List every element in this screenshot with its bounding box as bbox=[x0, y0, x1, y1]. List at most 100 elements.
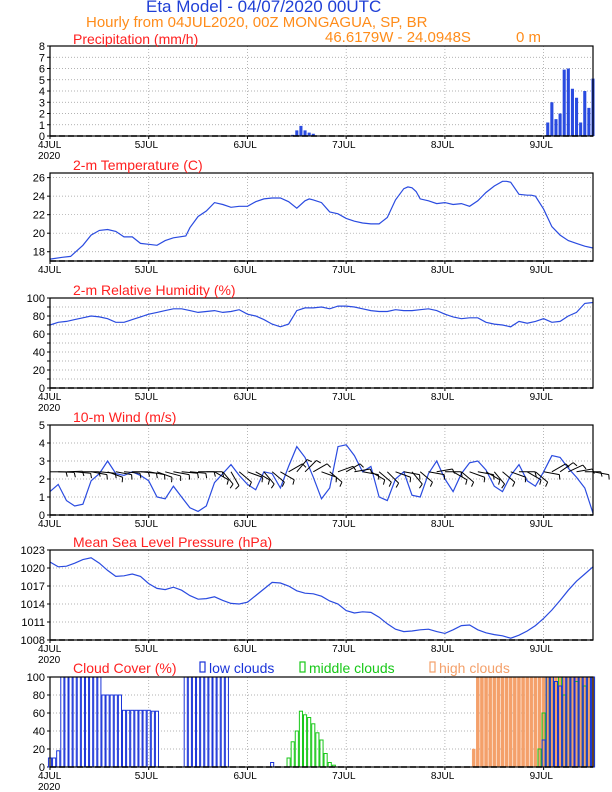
y-tick-label: 0 bbox=[39, 131, 45, 143]
legend-swatch bbox=[429, 661, 436, 673]
cloud-bar-middle-clouds bbox=[286, 757, 291, 768]
wind-barb-flag bbox=[221, 471, 225, 477]
wind-barb-flag bbox=[65, 471, 68, 477]
cloud-bar-low-clouds bbox=[150, 710, 155, 768]
y-tick-label: 2 bbox=[39, 109, 45, 121]
y-tick-label: 5 bbox=[39, 75, 45, 87]
wind-barb bbox=[99, 471, 117, 479]
cloud-bar-high-clouds bbox=[508, 676, 513, 768]
y-tick-label: 2 bbox=[39, 474, 45, 486]
x-tick-label: 7JUL bbox=[332, 519, 356, 530]
cloud-bar-high-clouds bbox=[513, 676, 517, 768]
wind-barb-shaft bbox=[370, 471, 385, 481]
wind-barb-flag bbox=[388, 481, 392, 487]
wind-barb-shaft bbox=[452, 471, 468, 481]
wind-barb bbox=[58, 471, 76, 478]
cloud-bar-low-clouds bbox=[138, 709, 143, 768]
cloud-bar-low-clouds bbox=[52, 757, 57, 768]
cloud-bar-middle-clouds bbox=[307, 717, 312, 768]
cloud-bar-low-clouds bbox=[113, 694, 118, 768]
y-tick-label: 7 bbox=[39, 52, 45, 64]
cloud-bar-high-clouds bbox=[471, 748, 476, 768]
wind-barb bbox=[535, 471, 549, 487]
wind-barb-shaft bbox=[469, 471, 485, 478]
station-coords: 46.6179W - 24.0948S bbox=[325, 29, 471, 46]
precip-bar bbox=[546, 122, 550, 136]
y-tick-label: 26 bbox=[33, 173, 45, 185]
wind-barb bbox=[337, 465, 357, 473]
wind-barb bbox=[510, 471, 527, 483]
wind-barb bbox=[403, 471, 421, 480]
wind-barb bbox=[444, 471, 463, 477]
wind-barb bbox=[107, 471, 124, 483]
wind-barb-shaft bbox=[222, 471, 234, 485]
y-tick-label: 1023 bbox=[21, 545, 45, 557]
legend-label: low clouds bbox=[209, 660, 274, 676]
wind-barb bbox=[551, 463, 570, 473]
wind-barb-flag bbox=[205, 473, 208, 479]
x-tick-label: 6JUL bbox=[233, 644, 257, 655]
x-tick-label: 7JUL bbox=[332, 265, 356, 276]
wind-barb-shaft bbox=[568, 464, 584, 473]
wind-barb bbox=[230, 471, 240, 490]
precip-bar bbox=[311, 133, 315, 136]
rh-line bbox=[49, 301, 594, 328]
y-tick-label: 100 bbox=[27, 293, 45, 305]
wind-barb-flag bbox=[98, 471, 101, 477]
cloud-bar-low-clouds bbox=[187, 676, 192, 768]
panel-title: Precipitation (mm/h) bbox=[73, 31, 198, 47]
precip-bar bbox=[554, 119, 558, 136]
wind-barb-flag bbox=[292, 479, 295, 485]
x-tick-label: 5JUL bbox=[135, 140, 159, 151]
wind-barb-shaft bbox=[214, 471, 229, 481]
y-tick-label: 80 bbox=[33, 690, 45, 702]
wind-barb bbox=[296, 459, 312, 473]
y-tick-label: 60 bbox=[33, 708, 45, 720]
temp-line bbox=[49, 180, 594, 260]
wind-barb-flag bbox=[498, 479, 501, 485]
legend-swatch bbox=[299, 661, 306, 673]
wind-barb-shaft bbox=[510, 471, 526, 478]
wind-barb bbox=[156, 471, 173, 483]
legend-label: high clouds bbox=[439, 660, 510, 676]
cloud-bar-low-clouds bbox=[80, 676, 85, 768]
y-tick-label: 3 bbox=[39, 456, 45, 468]
wind-barb bbox=[321, 471, 338, 483]
cloud-bar-low-clouds bbox=[64, 676, 69, 768]
wind-barb-shaft bbox=[502, 471, 516, 483]
cloud-bar-low-clouds bbox=[196, 676, 201, 768]
cloud-bar-low-clouds bbox=[154, 710, 160, 768]
wind-barb bbox=[428, 471, 446, 480]
wind-barb-flag bbox=[572, 462, 578, 467]
wind-barb bbox=[206, 471, 225, 477]
wind-barb bbox=[493, 471, 505, 489]
cloud-bar-low-clouds bbox=[72, 676, 77, 768]
wind-barb bbox=[115, 471, 133, 480]
x-tick-label: 6JUL bbox=[233, 392, 257, 403]
wind-barb-shaft bbox=[107, 471, 123, 478]
cloud-bar-low-clouds bbox=[200, 676, 205, 768]
x-year-label: 2020 bbox=[38, 655, 61, 666]
cloud-bar-low-clouds bbox=[204, 676, 209, 768]
y-tick-label: 60 bbox=[33, 329, 45, 341]
wind-barb-flag bbox=[73, 472, 76, 478]
wind-barb-shaft bbox=[271, 471, 285, 483]
wind-barb-shaft bbox=[247, 471, 263, 478]
wind-barb-flag bbox=[226, 479, 229, 485]
cloud-panel: 0 20 40 60 80 100 4JUL 5JUL 6JUL 7JUL 8JUL 9JUL 2020… bbox=[27, 660, 596, 792]
x-tick-label: 9JUL bbox=[530, 519, 554, 530]
wind-barb-flag bbox=[512, 481, 516, 487]
wind-barb-shaft bbox=[436, 468, 453, 473]
wind-barb-flag bbox=[235, 485, 240, 490]
wind-barb-shaft bbox=[66, 470, 83, 473]
x-tick-label: 4JUL bbox=[38, 771, 62, 782]
wind-barb-flag bbox=[139, 473, 142, 479]
precip-bar bbox=[303, 130, 307, 136]
wind-barb-flag bbox=[501, 483, 505, 489]
wind-barb-flag bbox=[565, 463, 570, 468]
precip-bar bbox=[579, 122, 583, 136]
wind-barb bbox=[461, 471, 475, 487]
x-tick-label: 6JUL bbox=[233, 265, 257, 276]
x-tick-label: 6JUL bbox=[233, 140, 257, 151]
